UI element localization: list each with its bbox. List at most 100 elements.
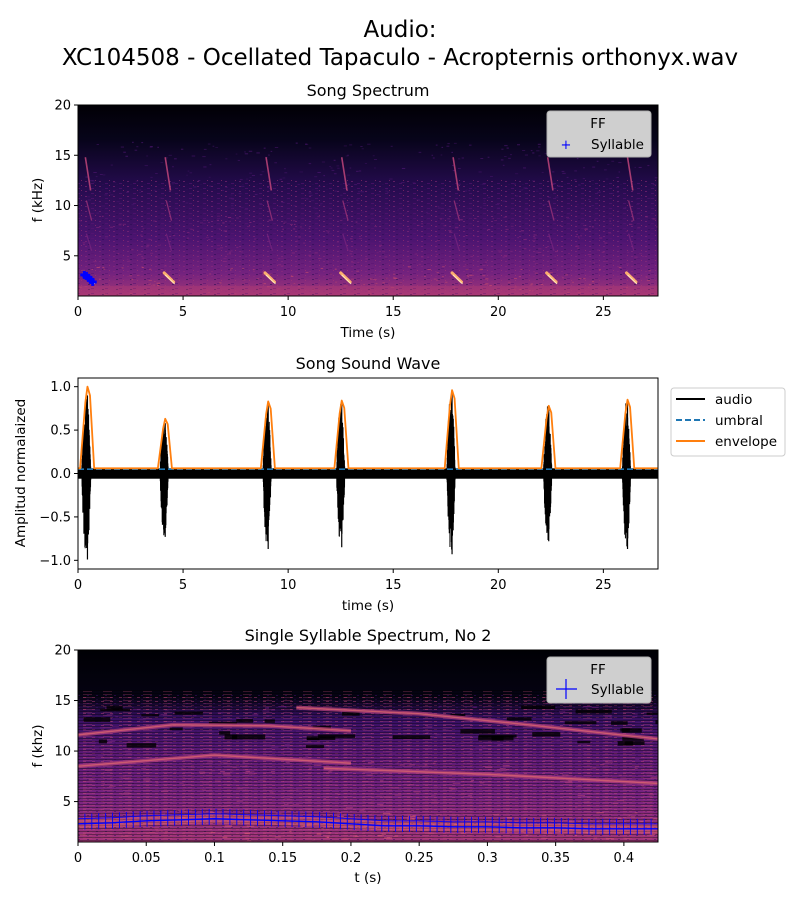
spectrum-speckle [608,232,611,233]
syllable-speckle [653,733,656,734]
syllable-speckle [618,775,622,776]
syllable-speckle [133,709,141,710]
syllable-spectrum-title: Single Syllable Spectrum, No 2 [245,626,492,645]
spectrum-speckle [247,226,250,227]
syllable-speckle [477,757,480,758]
spectrum-speckle [454,143,457,144]
spectrum-speckle [408,204,411,205]
syllable-speckle [134,758,138,759]
x-tick-label: 5 [179,305,187,320]
syllable-speckle [468,795,472,796]
spectrum-speckle [511,226,514,227]
syllable-speckle [338,794,341,795]
spectrum-speckle [351,262,354,263]
spectrum-speckle [203,220,205,221]
spectrum-speckle [245,153,248,154]
spectrum-speckle [652,218,655,219]
syllable-dark-gap [83,717,110,722]
syllable-speckle [271,747,278,748]
y-tick-label: 0.5 [50,424,71,439]
spectrum-speckle [592,205,594,206]
x-tick-label: 0.25 [405,851,434,866]
syllable-speckle [333,733,339,734]
spectrum-speckle [317,216,320,217]
spectrum-speckle [538,248,541,249]
spectrum-speckle [296,241,298,242]
syllable-speckle [475,748,483,749]
syllable-speckle [432,737,434,738]
sound-wave-xlabel: time (s) [342,598,394,614]
spectrum-speckle [583,167,585,168]
spectrum-speckle [466,235,468,236]
syllable-speckle [618,818,622,819]
syllable-speckle [101,748,106,749]
syllable-speckle [526,744,529,745]
spectrum-speckle [335,191,337,192]
spectrum-speckle [599,269,601,270]
syllable-speckle [124,778,130,779]
spectrum-speckle [137,275,139,276]
spectrum-speckle [83,244,85,245]
syllable-dark-gap [232,734,265,739]
spectrum-speckle [148,239,151,240]
figure-title-line2: XC104508 - Ocellated Tapaculo - Acropter… [62,45,738,71]
spectrum-speckle [437,240,440,241]
spectrum-speckle [480,269,483,270]
syllable-speckle [624,838,629,839]
syllable-speckle [541,745,549,746]
syllable-speckle [390,753,396,754]
spectrum-speckle [436,254,439,255]
syllable-speckle [309,768,312,769]
syllable-speckle [258,780,265,781]
syllable-speckle [452,814,460,815]
syllable-spectrum-xlabel: t (s) [354,870,381,886]
syllable-speckle [109,752,117,753]
syllable-speckle [649,794,654,795]
spectrum-speckle [555,197,558,198]
spectrum-speckle [417,200,420,201]
syllable-speckle [377,804,383,805]
spectrum-speckle [129,275,132,276]
syllable-speckle [382,834,386,835]
spectrum-speckle [597,161,599,162]
syllable-speckle [83,727,89,728]
spectrum-speckle [102,267,104,268]
syllable-speckle [271,771,275,772]
syllable-dark-gap [479,735,517,738]
syllable-speckle [401,778,407,779]
syllable-speckle [453,783,461,784]
syllable-speckle [115,716,118,717]
syllable-speckle [337,812,342,813]
syllable-speckle [601,838,603,839]
spectrum-speckle [385,263,388,264]
spectrum-speckle [319,186,321,187]
spectrum-speckle [376,194,379,195]
spectrum-speckle [217,216,220,217]
syllable-speckle [557,834,563,835]
spectrum-speckle [231,199,234,200]
y-tick-label: 20 [54,99,71,114]
spectrum-speckle [268,155,270,156]
syllable-speckle [554,741,560,742]
syllable-speckle [296,789,298,790]
syllable-speckle [533,761,535,762]
spectrum-speckle [577,158,579,159]
syllable-speckle [575,835,577,836]
spectrum-speckle [629,224,632,225]
syllable-speckle [342,839,350,840]
spectrum-speckle [532,152,534,153]
spectrum-speckle [604,243,607,244]
spectrum-speckle [140,235,142,236]
spectrum-speckle [159,198,162,199]
spectrum-speckle [145,165,148,166]
spectrum-speckle [401,182,404,183]
spectrum-speckle [566,217,569,218]
syllable-dark-gap [265,719,275,722]
spectrum-speckle [131,249,134,250]
syllable-speckle [592,707,598,708]
syllable-speckle [368,762,374,763]
syllable-speckle [129,766,134,767]
spectrum-speckle [127,259,129,260]
syllable-speckle [150,731,155,732]
syllable-speckle [287,747,289,748]
